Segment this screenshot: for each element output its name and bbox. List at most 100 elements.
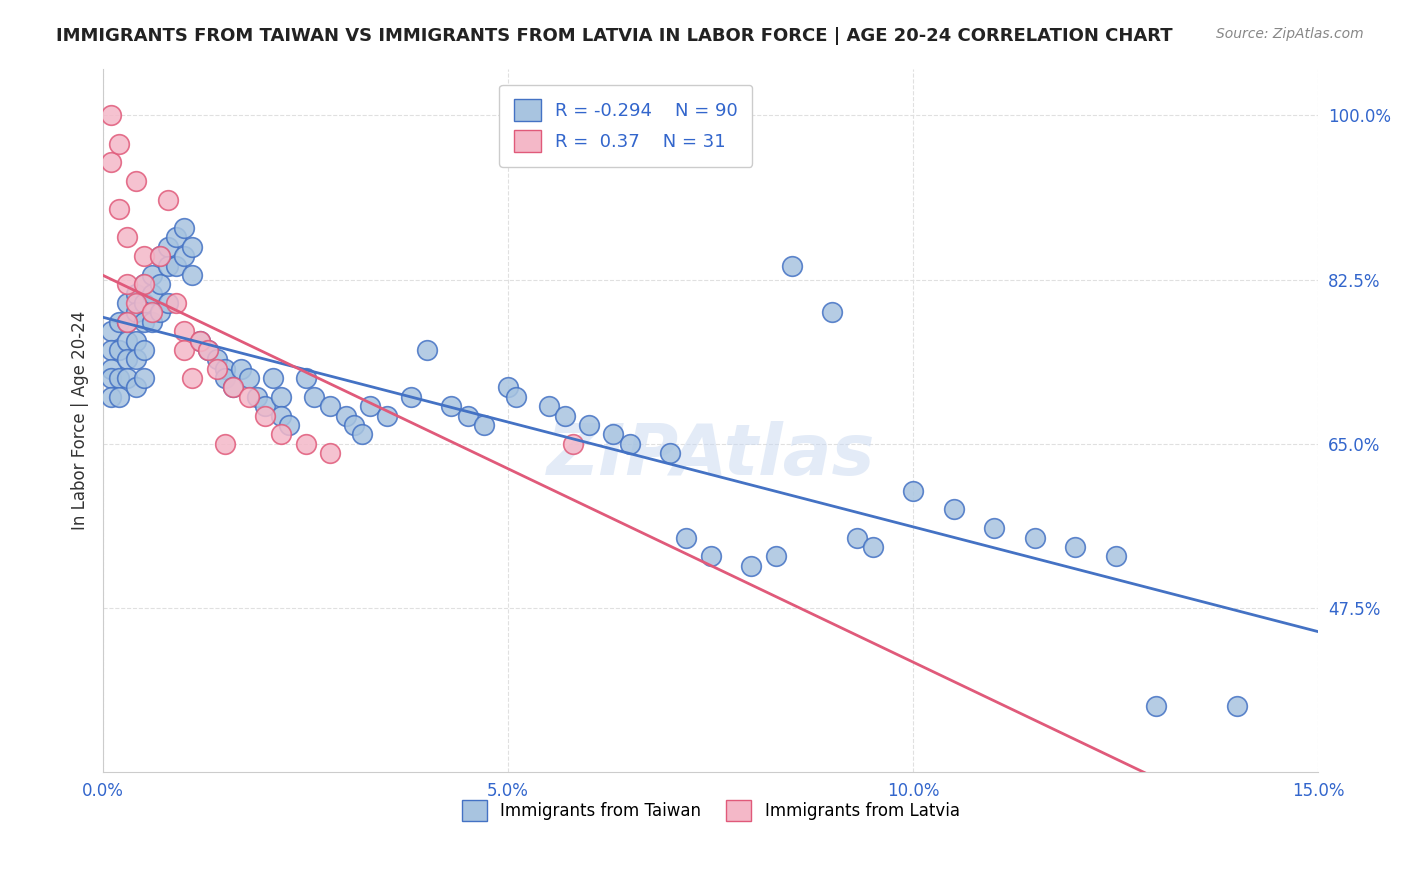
Immigrants from Latvia [156, 193, 179, 207]
Immigrants from Taiwan [270, 390, 292, 404]
Immigrants from Taiwan [845, 531, 868, 545]
Immigrants from Latvia [562, 436, 585, 450]
Immigrants from Taiwan [132, 296, 155, 310]
Immigrants from Taiwan [165, 230, 187, 244]
Immigrants from Taiwan [124, 380, 146, 394]
Immigrants from Taiwan [359, 399, 381, 413]
Immigrants from Latvia [149, 249, 172, 263]
Immigrants from Taiwan [537, 399, 560, 413]
Legend: Immigrants from Taiwan, Immigrants from Latvia: Immigrants from Taiwan, Immigrants from … [449, 787, 973, 834]
Immigrants from Taiwan [141, 315, 163, 329]
Immigrants from Taiwan [100, 324, 122, 338]
Immigrants from Latvia [132, 277, 155, 292]
Immigrants from Taiwan [214, 361, 236, 376]
Immigrants from Taiwan [132, 371, 155, 385]
Immigrants from Latvia [270, 427, 292, 442]
Immigrants from Taiwan [294, 371, 316, 385]
Immigrants from Latvia [238, 390, 260, 404]
Immigrants from Latvia [117, 315, 139, 329]
Immigrants from Taiwan [222, 380, 245, 394]
Immigrants from Latvia [108, 202, 131, 217]
Text: IMMIGRANTS FROM TAIWAN VS IMMIGRANTS FROM LATVIA IN LABOR FORCE | AGE 20-24 CORR: IMMIGRANTS FROM TAIWAN VS IMMIGRANTS FRO… [56, 27, 1173, 45]
Immigrants from Latvia [222, 380, 245, 394]
Immigrants from Taiwan [173, 249, 195, 263]
Immigrants from Taiwan [942, 502, 965, 516]
Immigrants from Taiwan [188, 334, 211, 348]
Immigrants from Taiwan [457, 409, 479, 423]
Immigrants from Taiwan [319, 399, 342, 413]
Immigrants from Taiwan [399, 390, 422, 404]
Immigrants from Taiwan [197, 343, 219, 357]
Immigrants from Taiwan [821, 305, 844, 319]
Immigrants from Latvia [132, 249, 155, 263]
Immigrants from Taiwan [100, 371, 122, 385]
Immigrants from Taiwan [173, 221, 195, 235]
Y-axis label: In Labor Force | Age 20-24: In Labor Force | Age 20-24 [72, 310, 89, 530]
Immigrants from Taiwan [1226, 699, 1249, 714]
Immigrants from Taiwan [416, 343, 439, 357]
Immigrants from Latvia [294, 436, 316, 450]
Immigrants from Taiwan [335, 409, 357, 423]
Immigrants from Latvia [254, 409, 277, 423]
Immigrants from Taiwan [117, 296, 139, 310]
Immigrants from Taiwan [117, 334, 139, 348]
Immigrants from Taiwan [1064, 540, 1087, 554]
Immigrants from Taiwan [132, 343, 155, 357]
Immigrants from Taiwan [156, 259, 179, 273]
Immigrants from Taiwan [554, 409, 576, 423]
Immigrants from Taiwan [472, 417, 495, 432]
Immigrants from Latvia [173, 324, 195, 338]
Immigrants from Latvia [124, 296, 146, 310]
Immigrants from Taiwan [108, 315, 131, 329]
Immigrants from Taiwan [124, 286, 146, 301]
Immigrants from Latvia [124, 174, 146, 188]
Immigrants from Taiwan [619, 436, 641, 450]
Immigrants from Taiwan [505, 390, 527, 404]
Immigrants from Latvia [319, 446, 342, 460]
Immigrants from Latvia [117, 230, 139, 244]
Immigrants from Taiwan [100, 343, 122, 357]
Immigrants from Taiwan [117, 315, 139, 329]
Immigrants from Taiwan [165, 259, 187, 273]
Immigrants from Taiwan [181, 240, 204, 254]
Immigrants from Taiwan [149, 277, 172, 292]
Immigrants from Taiwan [238, 371, 260, 385]
Immigrants from Latvia [141, 305, 163, 319]
Immigrants from Taiwan [903, 483, 925, 498]
Immigrants from Taiwan [780, 259, 803, 273]
Immigrants from Latvia [197, 343, 219, 357]
Immigrants from Latvia [188, 334, 211, 348]
Immigrants from Taiwan [205, 352, 228, 367]
Immigrants from Latvia [108, 136, 131, 151]
Immigrants from Taiwan [124, 305, 146, 319]
Immigrants from Taiwan [156, 240, 179, 254]
Immigrants from Taiwan [229, 361, 252, 376]
Immigrants from Taiwan [496, 380, 519, 394]
Immigrants from Taiwan [132, 277, 155, 292]
Immigrants from Taiwan [675, 531, 697, 545]
Immigrants from Latvia [214, 436, 236, 450]
Immigrants from Taiwan [765, 549, 787, 564]
Immigrants from Latvia [165, 296, 187, 310]
Immigrants from Taiwan [278, 417, 301, 432]
Immigrants from Taiwan [141, 286, 163, 301]
Immigrants from Latvia [100, 108, 122, 122]
Immigrants from Taiwan [740, 558, 762, 573]
Immigrants from Taiwan [1144, 699, 1167, 714]
Text: Source: ZipAtlas.com: Source: ZipAtlas.com [1216, 27, 1364, 41]
Immigrants from Taiwan [100, 390, 122, 404]
Immigrants from Taiwan [302, 390, 325, 404]
Immigrants from Latvia [100, 155, 122, 169]
Immigrants from Taiwan [1105, 549, 1128, 564]
Immigrants from Taiwan [246, 390, 269, 404]
Immigrants from Taiwan [108, 390, 131, 404]
Immigrants from Taiwan [1024, 531, 1046, 545]
Immigrants from Taiwan [343, 417, 366, 432]
Immigrants from Taiwan [699, 549, 721, 564]
Immigrants from Taiwan [141, 268, 163, 282]
Immigrants from Taiwan [862, 540, 884, 554]
Immigrants from Taiwan [124, 352, 146, 367]
Immigrants from Taiwan [124, 334, 146, 348]
Immigrants from Taiwan [100, 361, 122, 376]
Immigrants from Taiwan [440, 399, 463, 413]
